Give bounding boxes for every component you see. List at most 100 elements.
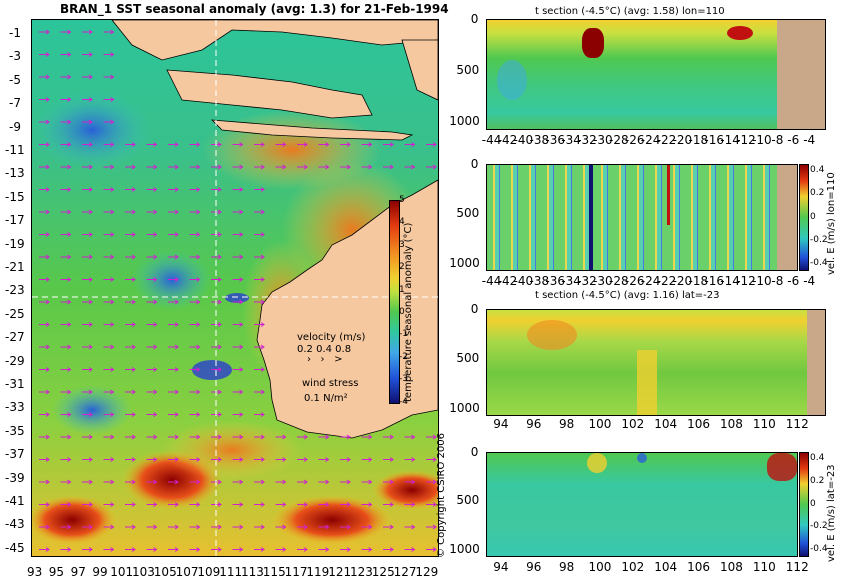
section-x-tick: -24 <box>640 133 661 147</box>
section-x-tick: -38 <box>529 133 550 147</box>
map-colorbar-tick: -3 <box>399 374 408 385</box>
velocity-arrow <box>254 502 265 507</box>
velocity-arrow <box>82 29 93 35</box>
velocity-arrow <box>189 209 201 215</box>
velocity-arrow <box>82 344 93 350</box>
map-y-tick: -33 <box>5 400 25 415</box>
velocity-arrow <box>168 164 179 170</box>
velocity-arrow <box>39 389 50 395</box>
map-colorbar-label: temperature seasonal anomaly (°C) <box>403 222 414 402</box>
velocity-arrow <box>318 434 330 440</box>
map-x-tick: 97 <box>70 565 86 579</box>
section-x-tick: 96 <box>526 417 542 431</box>
velocity-arrow <box>39 164 50 170</box>
map-y-tick: -3 <box>9 49 21 64</box>
velocity-arrow <box>125 389 136 395</box>
velocity-arrow <box>383 479 394 485</box>
map-colorbar-tick: -4 <box>399 396 408 407</box>
section-x-tick: -36 <box>545 133 565 147</box>
map-x-tick: 117 <box>284 565 308 579</box>
map-y-tick: -11 <box>5 143 25 157</box>
velocity-arrow <box>232 209 244 215</box>
map-colorbar-tick: 5 <box>399 195 405 205</box>
velocity-arrow <box>254 344 265 350</box>
section-x-tick: 94 <box>493 560 509 574</box>
velocity-arrow <box>103 97 115 102</box>
section-x-tick: -42 <box>497 274 518 288</box>
velocity-arrow <box>168 322 179 327</box>
velocity-arrow <box>103 142 115 147</box>
velocity-arrow <box>39 524 50 530</box>
section-x-tick: -10 <box>752 274 772 288</box>
velocity-arrow <box>297 524 308 530</box>
velocity-arrow <box>340 164 351 170</box>
section-y-tick: 1000 <box>449 400 480 415</box>
vel-section-lon-panel <box>486 164 798 271</box>
panel1-title: t section (-4.5°C) (avg: 1.58) lon=110 <box>535 6 725 17</box>
velocity-arrow <box>426 479 437 485</box>
velocity-arrow <box>340 524 351 530</box>
section-x-tick: 110 <box>752 560 776 574</box>
map-x-tick: 101 <box>110 565 134 579</box>
velocity-arrow <box>340 502 351 507</box>
velocity-arrow <box>39 187 50 192</box>
velocity-arrow <box>168 457 179 462</box>
velocity-arrow <box>82 74 93 80</box>
velocity-arrow <box>82 232 93 237</box>
velocity-arrow <box>82 299 93 305</box>
velocity-arrow <box>254 209 265 215</box>
velocity-arrow <box>275 479 287 485</box>
map-colorbar-tick: -2 <box>399 351 408 362</box>
velocity-arrow <box>103 299 115 305</box>
velocity-arrow <box>340 434 351 440</box>
velocity-arrow <box>275 457 287 462</box>
map-y-tick: -41 <box>5 494 25 508</box>
velocity-arrow <box>146 142 158 147</box>
section-y-tick: 0 <box>470 302 479 316</box>
velocity-arrow <box>361 164 373 170</box>
velocity-arrow <box>168 502 179 507</box>
velocity-arrow <box>189 232 201 237</box>
velocity-arrow <box>275 164 287 170</box>
velocity-arrow <box>426 502 437 507</box>
wind-legend-scale: 0.1 N/m² <box>304 393 348 404</box>
velocity-arrow <box>168 434 179 440</box>
velocity-arrow <box>125 232 136 237</box>
section-x-tick: 100 <box>588 560 612 574</box>
velocity-arrow <box>168 254 179 260</box>
velocity-arrow <box>39 29 50 35</box>
velocity-arrow <box>39 344 50 350</box>
velocity-arrow <box>39 209 50 215</box>
section-x-tick: -34 <box>561 274 581 288</box>
map-x-tick: 99 <box>92 565 108 579</box>
velocity-arrow <box>189 367 201 372</box>
velocity-arrow <box>168 277 179 282</box>
velocity-arrow <box>103 457 115 462</box>
velocity-arrow <box>275 142 287 147</box>
temp-section-lon-panel <box>486 19 826 130</box>
velocity-arrow <box>146 164 158 170</box>
velocity-arrow <box>211 457 222 462</box>
velocity-arrow <box>146 299 158 305</box>
velocity-arrow <box>103 74 115 80</box>
section-x-tick: -38 <box>529 274 550 288</box>
velocity-arrow <box>232 479 244 485</box>
section-colorbar-tick: 0 <box>810 498 816 509</box>
velocity-arrow <box>60 479 72 485</box>
sst-anomaly-map: 5 4 3 2 1 0 -1 -2 -3 -4 temperature seasonal anom… <box>31 19 439 557</box>
section-y-tick: 500 <box>456 493 480 508</box>
map-x-tick: 107 <box>175 565 199 579</box>
map-colorbar-tick: 2 <box>399 262 405 273</box>
section-x-tick: -8 <box>771 133 784 147</box>
velocity-arrow <box>168 299 179 305</box>
map-y-tick: -31 <box>5 377 25 391</box>
velocity-arrow <box>125 412 136 417</box>
velocity-arrow <box>60 119 72 125</box>
velocity-arrow <box>404 434 416 440</box>
velocity-arrow <box>146 524 158 530</box>
velocity-arrow <box>39 254 50 260</box>
section-x-tick: -6 <box>787 133 800 147</box>
section-x-tick: 112 <box>785 417 809 431</box>
velocity-arrow <box>426 142 437 147</box>
section-x-tick: -14 <box>720 274 740 288</box>
